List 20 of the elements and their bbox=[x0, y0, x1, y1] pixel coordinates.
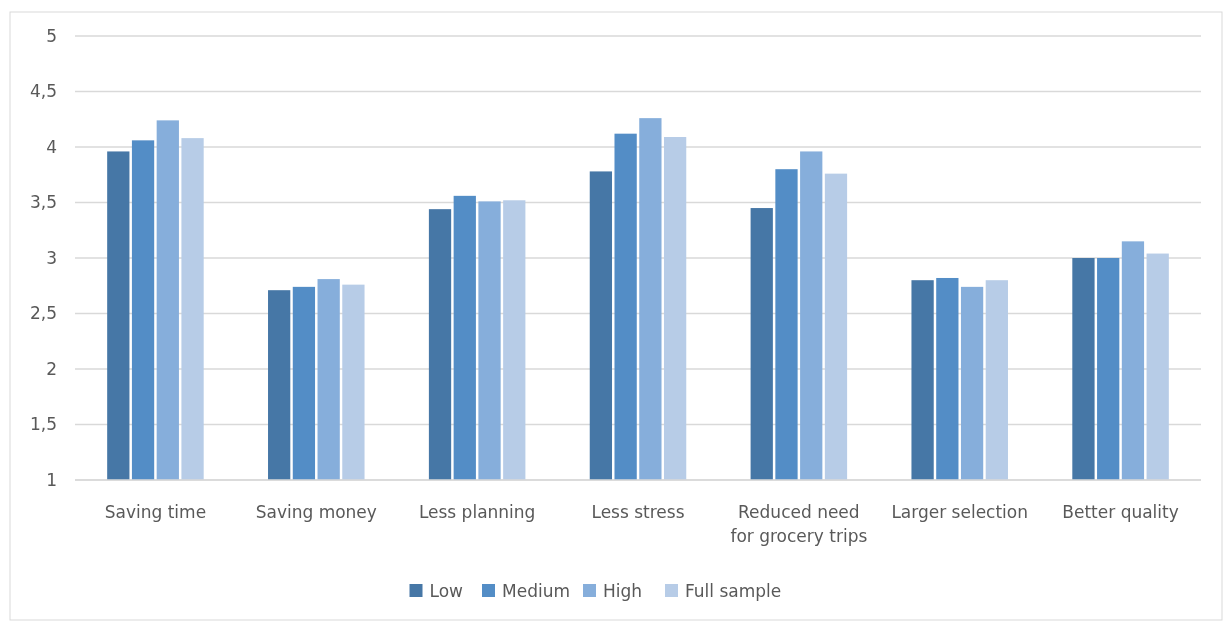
y-tick-label: 4,5 bbox=[29, 81, 57, 102]
x-tick-label: Larger selection bbox=[891, 502, 1029, 522]
legend-label: Low bbox=[429, 580, 464, 601]
legend-label: Medium bbox=[502, 580, 570, 601]
legend-label: Full sample bbox=[685, 580, 782, 601]
y-tick-label: 4 bbox=[46, 136, 57, 157]
x-tick-label: Saving money bbox=[255, 502, 377, 522]
y-tick-label: 2 bbox=[46, 358, 57, 379]
legend-label: High bbox=[603, 580, 643, 601]
y-tick-label: 5 bbox=[46, 25, 57, 46]
x-tick-label: Less stress bbox=[591, 502, 685, 522]
y-tick-label: 2,5 bbox=[29, 303, 57, 324]
x-tick-label: Reduced need for grocery trips bbox=[730, 502, 868, 546]
x-tick-label: Less planning bbox=[418, 502, 536, 522]
y-tick-label: 1,5 bbox=[29, 414, 57, 435]
y-tick-label: 3,5 bbox=[29, 192, 57, 213]
y-tick-label: 3 bbox=[46, 247, 57, 268]
x-tick-label: Saving time bbox=[104, 502, 207, 522]
x-tick-label: Better quality bbox=[1062, 502, 1179, 522]
y-tick-label: 1 bbox=[46, 469, 57, 490]
